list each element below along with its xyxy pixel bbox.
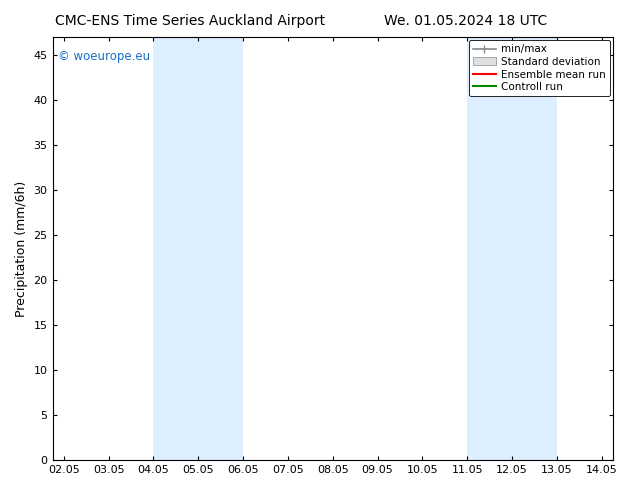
Bar: [153, 37, 243, 460]
Text: We. 01.05.2024 18 UTC: We. 01.05.2024 18 UTC: [384, 14, 548, 28]
Y-axis label: Precipitation (mm/6h): Precipitation (mm/6h): [15, 180, 28, 317]
Bar: [467, 37, 557, 460]
Text: CMC-ENS Time Series Auckland Airport: CMC-ENS Time Series Auckland Airport: [55, 14, 325, 28]
Legend: min/max, Standard deviation, Ensemble mean run, Controll run: min/max, Standard deviation, Ensemble me…: [469, 40, 610, 97]
Text: © woeurope.eu: © woeurope.eu: [58, 50, 150, 63]
